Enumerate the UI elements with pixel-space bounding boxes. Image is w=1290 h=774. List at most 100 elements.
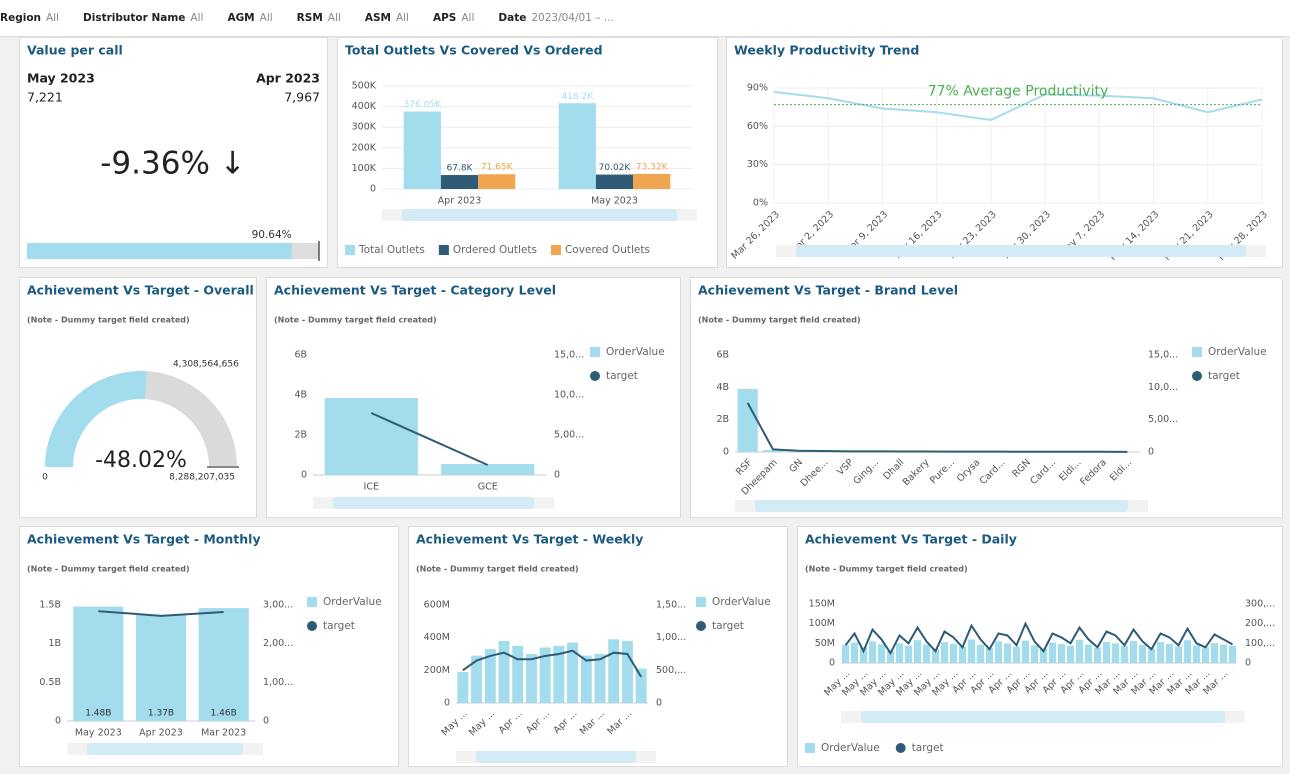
bar: [886, 651, 895, 663]
bar: [1219, 644, 1228, 663]
y-tick-label: 60%: [747, 121, 768, 132]
panel: Total Outlets Vs Covered Vs Ordered 0 100K…: [337, 37, 718, 268]
progress-fill: [27, 243, 292, 259]
bar: [1066, 645, 1075, 663]
panel-background: [19, 37, 328, 268]
scrollbar-thumb: [476, 751, 636, 763]
filter[interactable]: Distributor Name All: [83, 12, 203, 24]
bar: [1093, 647, 1102, 663]
bar: [1201, 647, 1210, 663]
filter-name: Region: [0, 12, 42, 24]
y-tick-label: 100M: [809, 618, 835, 629]
bar: [440, 175, 479, 189]
legend-label: OrderValue: [606, 346, 665, 358]
panel-background: [266, 277, 681, 518]
legend-swatch: [550, 245, 561, 255]
data-label: 70.02K: [599, 163, 632, 173]
panel: Achievement Vs Target - Weekly (Note - Du…: [408, 526, 788, 767]
bar: [1120, 646, 1129, 663]
y-tick-label: 6B: [294, 350, 307, 361]
scrollbar-thumb: [402, 209, 677, 221]
bar: [895, 643, 904, 663]
data-label: 67.8K: [447, 164, 474, 174]
y-tick-label: 200,...: [1245, 618, 1275, 629]
y-tick-label: 0: [723, 447, 729, 458]
change: -9.36% ↓: [100, 146, 246, 182]
panel-title: Achievement Vs Target - Overall: [27, 283, 254, 298]
y-tick-label: 0: [55, 716, 61, 727]
bar: [1210, 642, 1219, 663]
filter[interactable]: APS All: [433, 12, 474, 24]
note: (Note - Dummy target field created): [805, 565, 968, 574]
line: [746, 402, 1128, 453]
reference-label: 77% Average Productivity: [928, 84, 1109, 100]
scrollbar-thumb: [755, 500, 1128, 512]
bar: [135, 615, 187, 721]
legend-label: target: [1208, 370, 1240, 382]
gauge-remainder: [145, 371, 237, 467]
legend-label: OrderValue: [1208, 346, 1267, 358]
bar: [1165, 643, 1174, 663]
data-label: 1.37B: [148, 709, 174, 719]
filter[interactable]: RSM All: [297, 12, 341, 24]
filter-value: All: [259, 12, 273, 24]
line: [773, 90, 1263, 121]
y-tick-label: 1,00...: [263, 677, 293, 688]
current-value: 7,221: [27, 90, 63, 105]
bar: [1174, 646, 1183, 663]
bar: [1138, 644, 1147, 663]
bar: [922, 644, 931, 663]
filter-value: All: [461, 12, 475, 24]
bar: [737, 388, 758, 452]
legend-label: target: [606, 370, 638, 382]
previous-value: 7,967: [284, 90, 320, 105]
bar: [512, 645, 524, 703]
note: (Note - Dummy target field created): [27, 565, 190, 574]
bar: [1030, 645, 1039, 663]
filter-value: All: [190, 12, 204, 24]
y-tick-label: 0: [829, 658, 835, 669]
bar: [73, 606, 124, 721]
filter-name: ASM: [364, 12, 391, 24]
y-tick-label: 400M: [424, 632, 450, 643]
legend-label: Total Outlets: [358, 244, 425, 256]
legend-swatch: [1192, 371, 1202, 381]
bar: [594, 654, 606, 703]
line: [462, 649, 643, 678]
gauge-max-label: 8,288,207,035: [169, 473, 235, 483]
bar: [471, 655, 483, 703]
data-label: 73.32K: [636, 162, 669, 172]
bar: [484, 649, 496, 703]
progress-label: 90.64%: [252, 229, 292, 241]
filter[interactable]: AGM All: [227, 12, 272, 24]
y-tick-label: 90%: [747, 83, 768, 94]
y-tick-label: 1,50...: [656, 600, 686, 611]
legend-label: Ordered Outlets: [453, 244, 537, 256]
data-label: 416.2K: [561, 92, 594, 102]
x-tick-label: GCE: [478, 482, 498, 493]
bar: [1039, 648, 1048, 663]
panel: Achievement Vs Target - Daily (Note - Dum…: [797, 526, 1283, 767]
bar: [913, 640, 922, 663]
filter[interactable]: Region All: [0, 12, 59, 24]
panel-title: Achievement Vs Target - Brand Level: [698, 283, 958, 298]
filter[interactable]: ASM All: [365, 12, 409, 24]
line: [844, 621, 1233, 656]
y-tick-label: 0: [444, 698, 450, 709]
panel-background: [408, 526, 788, 767]
legend-swatch: [345, 245, 355, 255]
panel-background: [337, 37, 718, 268]
bar: [868, 641, 877, 663]
note: (Note - Dummy target field created): [416, 565, 579, 574]
bar: [608, 639, 620, 703]
filter[interactable]: Date 2023/04/01 – ...: [498, 12, 613, 24]
panel-title: Achievement Vs Target - Daily: [805, 532, 1017, 547]
legend-label: target: [323, 620, 355, 632]
bar: [1147, 648, 1156, 663]
legend-label: target: [712, 620, 744, 632]
gauge-value-label: 4,308,564,656: [173, 360, 239, 370]
bar: [976, 644, 985, 663]
y-tick-label: 200K: [352, 142, 377, 153]
y-tick-label: 0: [1245, 658, 1251, 669]
bar: [1102, 641, 1111, 663]
